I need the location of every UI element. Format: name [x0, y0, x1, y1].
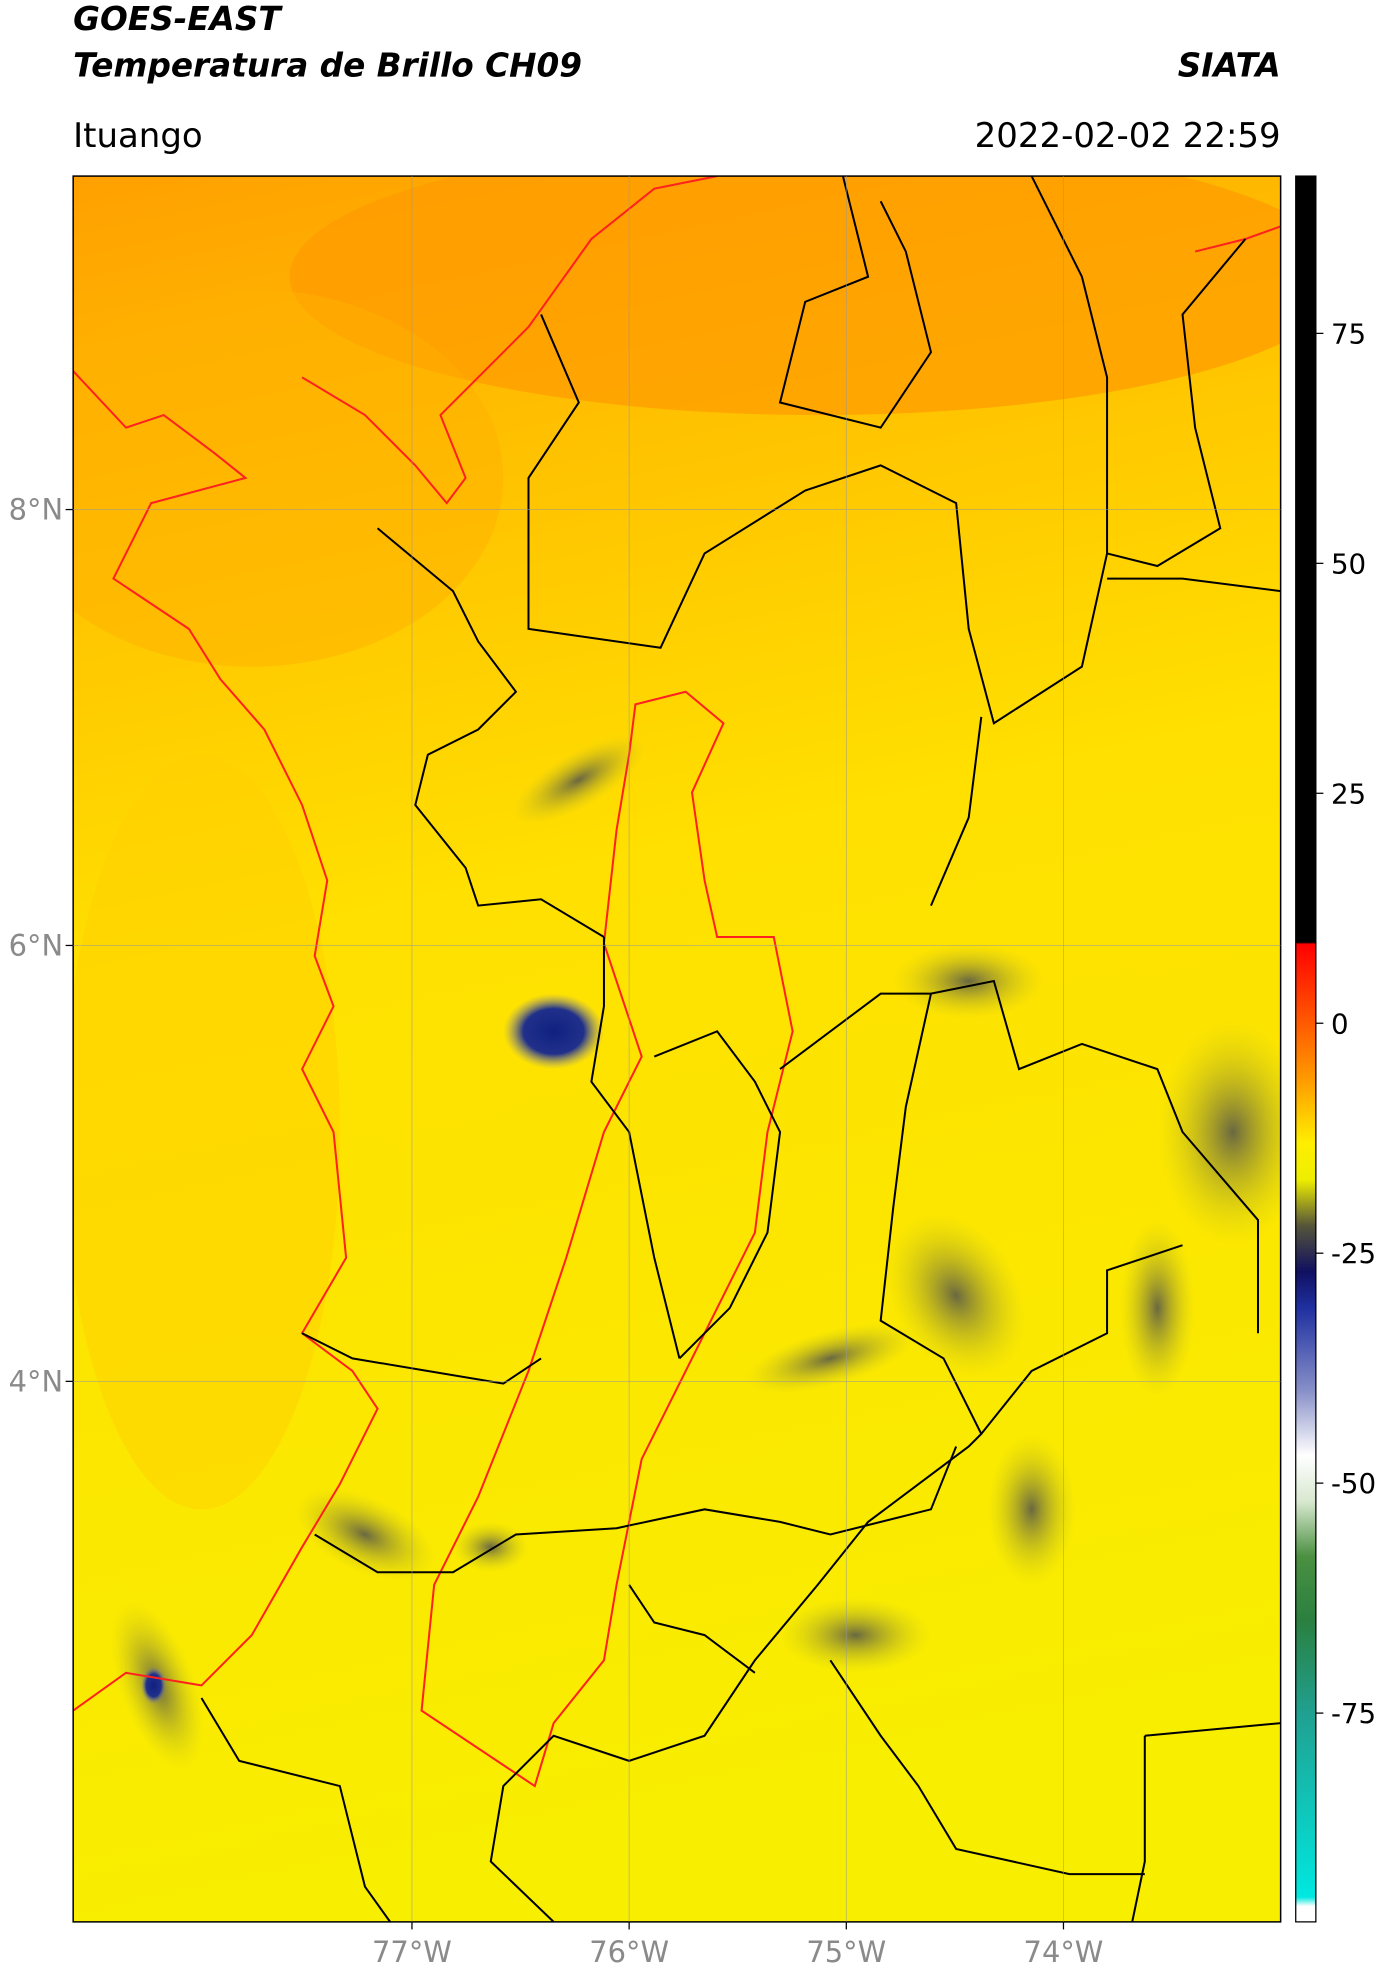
colorbar-tick-label: 75	[1331, 317, 1366, 350]
location: Ituango	[73, 116, 203, 156]
x-tick-label: 77°W	[372, 1935, 452, 1969]
x-tick-label: 74°W	[1024, 1935, 1104, 1969]
colorbar-tick-label: 50	[1331, 547, 1366, 580]
datetime: 2022-02-02 22:59	[975, 116, 1281, 156]
colorbar	[1295, 175, 1317, 1923]
y-tick-label: 4°N	[9, 1364, 63, 1398]
colorbar-tick-label: -25	[1331, 1237, 1376, 1270]
title: GOES-EAST	[73, 0, 283, 38]
colorbar-tick-label: 25	[1331, 777, 1366, 810]
subtitle: Temperatura de Brillo CH09	[73, 47, 582, 85]
y-tick-label: 6°N	[9, 929, 63, 963]
y-tick-label: 8°N	[9, 493, 63, 527]
x-tick-label: 75°W	[806, 1935, 886, 1969]
x-tick-label: 76°W	[589, 1935, 669, 1969]
map-frame	[72, 175, 1282, 1923]
colorbar-tick-label: 0	[1331, 1007, 1349, 1040]
map-field	[73, 176, 1281, 1922]
source: SIATA	[1178, 47, 1281, 85]
colorbar-tick-label: -50	[1331, 1467, 1376, 1500]
colorbar-tick-label: -75	[1331, 1697, 1376, 1730]
